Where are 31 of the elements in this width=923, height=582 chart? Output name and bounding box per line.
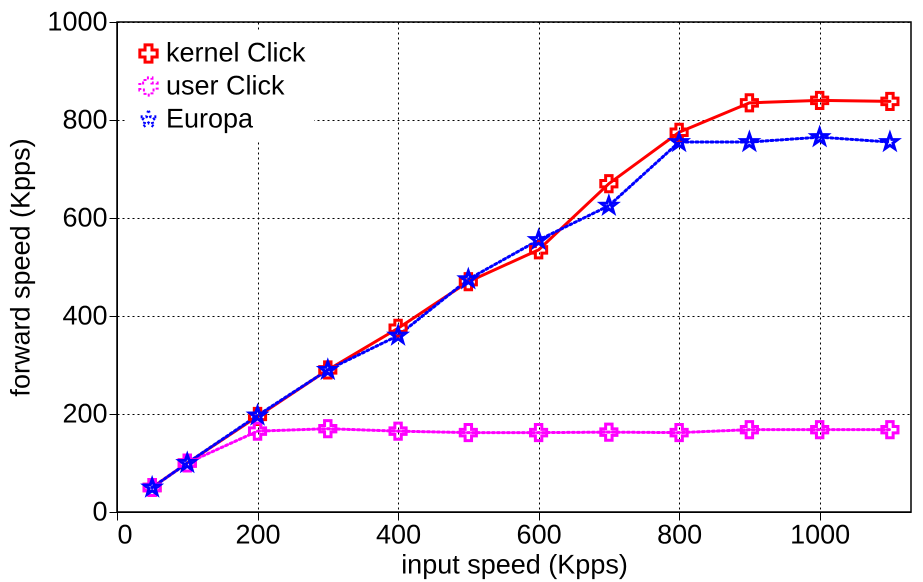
point	[880, 420, 900, 440]
point	[880, 92, 900, 111]
y-tick-label: 400	[62, 300, 108, 330]
point	[318, 419, 338, 438]
legend-label: kernel Click	[166, 38, 306, 68]
point	[458, 423, 478, 442]
x-tick-label: 0	[118, 520, 133, 550]
point	[388, 422, 408, 441]
x-tick-label: 200	[236, 520, 281, 550]
y-tick-label: 1000	[47, 6, 108, 36]
point	[810, 420, 830, 440]
y-tick-label: 0	[92, 496, 108, 526]
y-tick-label: 600	[62, 202, 108, 232]
point	[670, 423, 689, 442]
point	[248, 422, 268, 441]
x-tick-label: 600	[516, 520, 562, 550]
x-axis-title: input speed (Kpps)	[401, 550, 628, 580]
point	[599, 174, 618, 194]
legend-label: Europa	[166, 104, 254, 134]
y-axis-title: forward speed (Kpps)	[5, 138, 36, 397]
point	[740, 93, 759, 112]
y-tick-label: 800	[62, 104, 108, 134]
legend-label: user Click	[166, 70, 286, 100]
point	[810, 90, 830, 110]
x-tick-label: 800	[657, 520, 702, 550]
point	[740, 420, 759, 440]
x-tick-label: 1000	[790, 520, 850, 550]
y-tick-label: 200	[62, 398, 108, 428]
x-tick-label: 400	[376, 520, 422, 550]
point	[529, 423, 548, 442]
point	[599, 422, 618, 442]
